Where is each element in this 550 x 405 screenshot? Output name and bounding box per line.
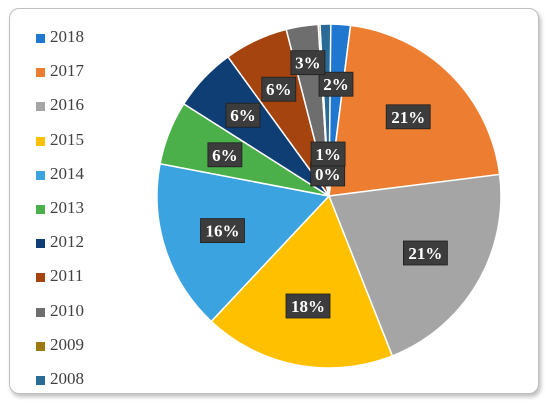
data-label-2008: 1% <box>310 141 346 167</box>
data-label-2018: 2% <box>318 71 354 97</box>
legend-label: 2010 <box>50 300 84 320</box>
data-label-box <box>225 102 261 128</box>
legend-swatch <box>36 273 45 283</box>
legend-swatch <box>36 170 45 180</box>
legend-item: 2009 <box>36 330 146 364</box>
legend-swatch <box>36 341 45 351</box>
data-label-box <box>207 142 243 168</box>
data-label-box <box>402 240 448 266</box>
legend-label: 2015 <box>50 129 84 149</box>
legend-label: 2013 <box>50 197 84 217</box>
legend-item: 2008 <box>36 364 146 398</box>
data-label-text: 3% <box>295 54 321 73</box>
data-label-box <box>200 218 245 244</box>
data-label-text: 0% <box>315 165 341 184</box>
legend-item: 2016 <box>36 90 146 124</box>
data-label-2012: 6% <box>225 102 261 128</box>
data-label-box <box>385 104 431 130</box>
legend-item: 2012 <box>36 227 146 261</box>
legend: 2018 2017 2016 2015 2014 2013 2012 2011 2010 2009… <box>36 22 146 398</box>
data-label-text: 1% <box>315 145 341 164</box>
legend-label: 2009 <box>50 334 84 354</box>
data-label-box <box>285 293 331 319</box>
legend-item: 2013 <box>36 193 146 227</box>
data-label-box <box>290 50 326 76</box>
data-label-2015: 18% <box>285 293 331 319</box>
data-label-text: 6% <box>212 146 238 165</box>
legend-item: 2015 <box>36 125 146 159</box>
legend-label: 2008 <box>50 368 84 388</box>
pie-slice-2015 <box>210 194 394 369</box>
data-label-text: 21% <box>408 244 442 263</box>
data-label-2011: 6% <box>261 76 297 102</box>
data-label-text: 2% <box>323 75 349 94</box>
legend-swatch <box>36 239 45 249</box>
data-label-text: 6% <box>266 80 292 99</box>
data-label-text: 6% <box>230 106 256 125</box>
data-label-box <box>318 71 354 97</box>
legend-swatch <box>36 34 45 43</box>
data-label-text: 21% <box>391 108 425 127</box>
data-label-text: 16% <box>206 222 240 241</box>
legend-swatch <box>36 375 45 385</box>
legend-label: 2017 <box>50 61 84 81</box>
legend-item: 2017 <box>36 56 146 90</box>
data-label-2013: 6% <box>207 142 243 168</box>
data-label-box <box>261 76 297 102</box>
data-label-text: 18% <box>291 297 325 316</box>
legend-swatch <box>36 102 45 112</box>
legend-item: 2018 <box>36 22 146 56</box>
legend-item: 2010 <box>36 296 146 330</box>
legend-label: 2018 <box>50 27 84 46</box>
data-label-2010: 3% <box>290 50 326 76</box>
legend-label: 2012 <box>50 232 84 252</box>
data-label-2016: 21% <box>402 240 448 266</box>
data-label-2017: 21% <box>385 104 431 130</box>
legend-swatch <box>36 68 45 78</box>
legend-label: 2016 <box>50 95 84 115</box>
data-label-2014: 16% <box>200 218 245 244</box>
legend-swatch <box>36 136 45 146</box>
legend-label: 2011 <box>50 266 84 286</box>
data-label-box <box>310 141 346 167</box>
legend-label: 2014 <box>50 163 84 183</box>
legend-item: 2014 <box>36 159 146 193</box>
legend-swatch <box>36 307 45 317</box>
legend-item: 2011 <box>36 261 146 295</box>
legend-swatch <box>36 204 45 214</box>
